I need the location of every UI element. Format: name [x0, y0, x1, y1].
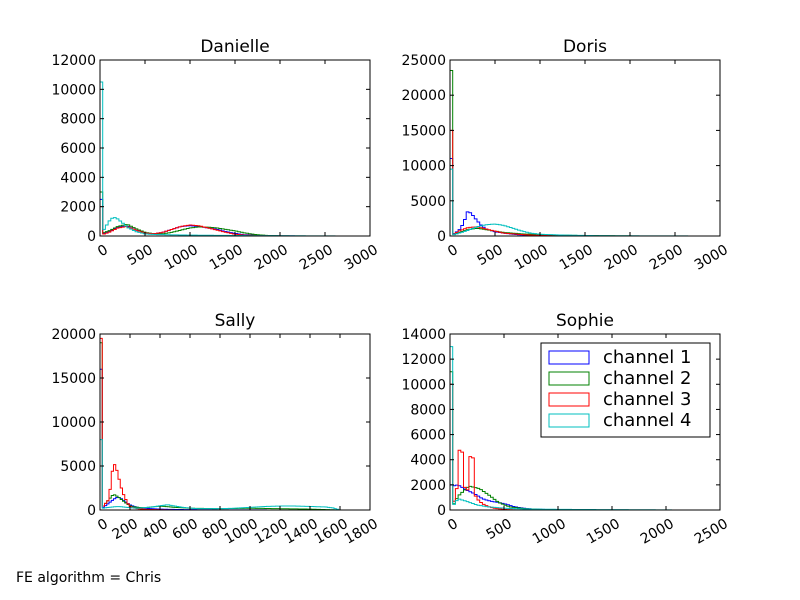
x-tick-label: 1800 [342, 516, 381, 548]
histogram-channel-3 [100, 206, 281, 236]
y-tick-label: 8000 [60, 112, 96, 128]
subplot-title: Sally [215, 311, 256, 331]
histogram-channel-1 [100, 368, 312, 510]
subplot-sally: Sally05000100001500020000020040060080010… [51, 311, 380, 548]
y-tick-label: 25000 [401, 53, 446, 69]
x-tick-label: 3000 [342, 242, 381, 274]
y-tick-label: 14000 [401, 327, 446, 343]
x-tick-label: 400 [140, 516, 171, 543]
legend-label-channel-1: channel 1 [603, 347, 691, 368]
legend-swatch-channel-3 [548, 392, 590, 407]
x-tick-label: 2500 [297, 242, 336, 274]
y-tick-label: 0 [87, 503, 96, 519]
x-tick-label: 2500 [692, 516, 731, 548]
y-tick-label: 0 [87, 229, 96, 245]
histogram-channel-1 [450, 158, 613, 236]
y-tick-label: 20000 [51, 327, 96, 343]
legend-swatch-channel-4 [548, 413, 590, 428]
y-tick-label: 10000 [51, 415, 96, 431]
y-tick-label: 5000 [410, 194, 446, 210]
histogram-channel-3 [450, 129, 577, 236]
x-tick-label: 200 [110, 516, 141, 543]
y-tick-label: 10000 [401, 159, 446, 175]
x-tick-label: 1000 [162, 242, 201, 274]
y-tick-label: 12000 [401, 352, 446, 368]
y-tick-label: 10000 [401, 377, 446, 393]
legend-swatch-channel-1 [548, 350, 590, 365]
subplot-title: Sophie [556, 311, 614, 331]
x-tick-label: 3000 [692, 242, 731, 274]
x-tick-label: 600 [170, 516, 201, 543]
x-tick-label: 0 [445, 242, 461, 260]
legend-frame [540, 342, 711, 438]
y-tick-label: 8000 [410, 402, 446, 418]
y-tick-label: 6000 [60, 141, 96, 157]
histogram-channel-1 [450, 484, 581, 510]
plot-frame [449, 59, 721, 237]
y-tick-label: 15000 [401, 123, 446, 139]
x-tick-label: 0 [445, 516, 461, 534]
x-tick-label: 1500 [207, 242, 246, 274]
y-tick-label: 0 [437, 229, 446, 245]
y-tick-label: 0 [437, 503, 446, 519]
x-tick-label: 1500 [584, 516, 623, 548]
subplot-doris: Doris 0 5000 10000 15000 20000 25000 0 500 1000 15… [401, 37, 730, 274]
x-tick-label: 0 [95, 516, 111, 534]
legend-label-channel-4: channel 4 [603, 410, 691, 431]
legend-swatch-channel-2 [548, 371, 590, 386]
x-tick-label: 0 [95, 242, 111, 260]
y-tick-label: 2000 [410, 478, 446, 494]
y-tick-label: 4000 [60, 170, 96, 186]
histogram-channel-4 [450, 168, 712, 236]
subplot-title: Danielle [200, 37, 269, 57]
footnote: FE algorithm = Chris [16, 570, 162, 586]
y-tick-label: 10000 [51, 82, 96, 98]
x-tick-label: 500 [475, 242, 506, 269]
x-tick-label: 1000 [530, 516, 569, 548]
y-tick-label: 2000 [60, 200, 96, 216]
y-tick-label: 5000 [60, 459, 96, 475]
legend-label-channel-3: channel 3 [603, 389, 691, 410]
x-tick-label: 2000 [252, 242, 291, 274]
y-tick-label: 6000 [410, 428, 446, 444]
x-tick-label: 2000 [602, 242, 641, 274]
histogram-channel-2 [450, 70, 650, 236]
histogram-channel-4 [100, 439, 341, 510]
histogram-channel-2 [100, 342, 341, 510]
plot-frame [99, 59, 371, 237]
plot-frame [99, 333, 371, 511]
y-tick-label: 15000 [51, 371, 96, 387]
x-tick-label: 1000 [512, 242, 551, 274]
subplot-title: Doris [563, 37, 607, 57]
y-tick-label: 4000 [410, 453, 446, 469]
x-tick-label: 2000 [638, 516, 677, 548]
x-tick-label: 500 [484, 516, 515, 543]
legend-label-channel-2: channel 2 [603, 368, 691, 389]
x-tick-label: 2500 [647, 242, 686, 274]
plot-frame [449, 333, 721, 511]
x-tick-label: 1500 [557, 242, 596, 274]
y-tick-label: 12000 [51, 53, 96, 69]
histogram-channel-4 [100, 81, 344, 236]
x-tick-label: 500 [125, 242, 156, 269]
y-tick-label: 20000 [401, 88, 446, 104]
histogram-channel-3 [100, 337, 177, 510]
histogram-channel-1 [100, 198, 308, 236]
